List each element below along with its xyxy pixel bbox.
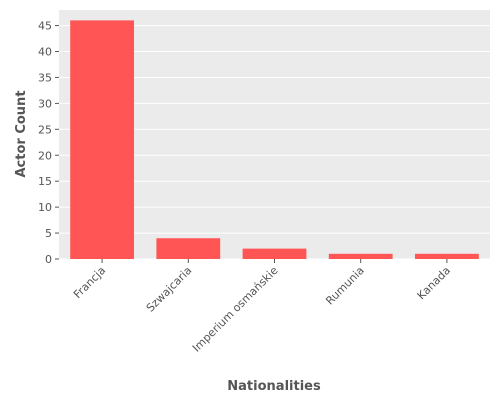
y-tick-label: 15 [38,175,52,188]
y-tick-label: 45 [38,20,52,33]
y-tick-label: 40 [38,46,52,59]
y-tick-label: 5 [45,227,52,240]
x-tick-label: Francja [71,264,108,301]
x-tick-label: Rumunia [323,264,367,308]
bar-rumunia [328,253,393,259]
bars [70,20,479,259]
y-tick-label: 35 [38,71,52,84]
bar-imperium-osmańskie [242,248,307,259]
bar-francja [70,20,134,259]
x-axis-title: Nationalities [227,379,321,394]
bar-szwajcaria [156,238,221,259]
y-axis-title: Actor Count [14,90,29,177]
y-tick-label: 10 [38,201,52,214]
y-axis-ticks: 0 5 10 15 20 25 30 35 40 45 [38,20,59,266]
x-tick-label: Imperium osmańskie [190,264,281,355]
x-tick-label: Szwajcaria [144,264,195,315]
y-tick-label: 20 [38,149,52,162]
y-tick-label: 25 [38,123,52,136]
x-tick-label: Kanada [415,264,453,302]
bar-kanada [415,253,479,259]
y-tick-label: 30 [38,97,52,110]
y-tick-label: 0 [45,253,52,266]
